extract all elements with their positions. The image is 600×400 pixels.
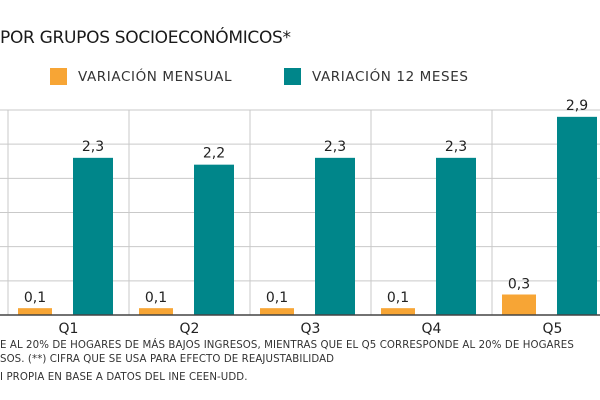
footnote-line-1: E AL 20% DE HOGARES DE MÁS BAJOS INGRESO… xyxy=(0,340,574,351)
data-label-12-months-Q1: 2,3 xyxy=(82,139,104,155)
category-label-Q3: Q3 xyxy=(301,321,321,337)
footnote-line-2: SOS. (**) CIFRA QUE SE USA PARA EFECTO D… xyxy=(0,354,335,365)
data-label-monthly-Q2: 0,1 xyxy=(145,290,167,306)
data-label-12-months-Q5: 2,9 xyxy=(566,98,588,114)
bar-monthly-Q5 xyxy=(502,294,536,315)
data-label-monthly-Q4: 0,1 xyxy=(387,290,409,306)
legend-swatch-12-months xyxy=(284,68,301,85)
category-label-Q4: Q4 xyxy=(422,321,442,337)
data-label-12-months-Q4: 2,3 xyxy=(445,139,467,155)
bar-12-months-Q3 xyxy=(315,157,355,315)
bar-chart: 0,1 2,3 Q1 0,1 2,2 Q2 0,1 2,3 Q3 0,1 2,3 Q4 0,3 2,9 Q5 xyxy=(0,98,600,337)
footnote-line-3: I PROPIA EN BASE A DATOS DEL INE CEEN-UD… xyxy=(0,372,248,383)
category-label-Q5: Q5 xyxy=(543,321,563,337)
category-label-Q1: Q1 xyxy=(59,321,79,337)
bar-12-months-Q5 xyxy=(557,116,597,315)
legend-label-12-months: VARIACIÓN 12 MESES xyxy=(312,68,469,85)
bar-12-months-Q1 xyxy=(73,157,113,315)
data-label-monthly-Q3: 0,1 xyxy=(266,290,288,306)
bar-monthly-Q2 xyxy=(139,308,173,315)
bar-12-months-Q4 xyxy=(436,157,476,315)
legend-swatch-monthly xyxy=(50,68,67,85)
legend-item-monthly: VARIACIÓN MENSUAL xyxy=(50,68,232,85)
legend: VARIACIÓN MENSUAL VARIACIÓN 12 MESES xyxy=(0,68,600,88)
bar-monthly-Q1 xyxy=(18,308,52,315)
bar-monthly-Q3 xyxy=(260,308,294,315)
data-label-12-months-Q3: 2,3 xyxy=(324,139,346,155)
legend-item-12-months: VARIACIÓN 12 MESES xyxy=(284,68,469,85)
chart-title: POR GRUPOS SOCIOECONÓMICOS* xyxy=(0,28,291,48)
data-label-monthly-Q1: 0,1 xyxy=(24,290,46,306)
legend-label-monthly: VARIACIÓN MENSUAL xyxy=(78,68,233,85)
data-label-monthly-Q5: 0,3 xyxy=(508,277,530,293)
bar-12-months-Q2 xyxy=(194,164,234,315)
bar-monthly-Q4 xyxy=(381,308,415,315)
data-label-12-months-Q2: 2,2 xyxy=(203,146,225,162)
category-label-Q2: Q2 xyxy=(180,321,200,337)
